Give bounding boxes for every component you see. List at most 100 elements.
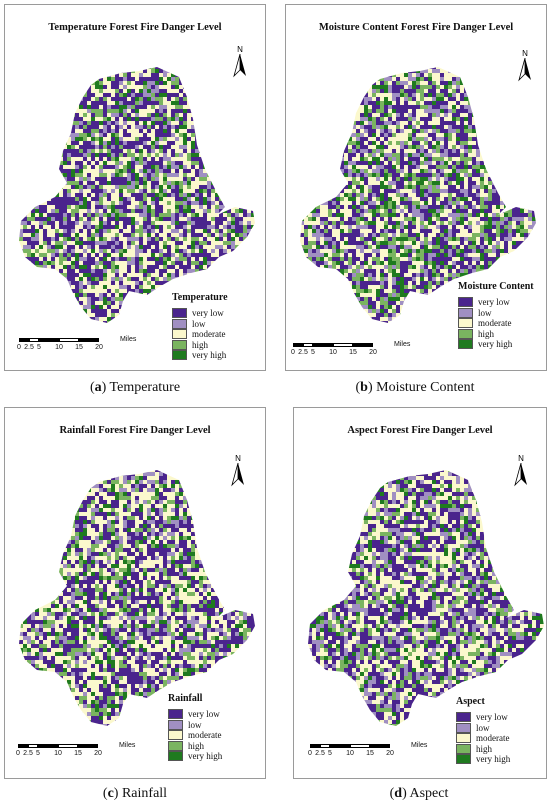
raster-cell (492, 85, 496, 89)
raster-cell (67, 133, 71, 137)
raster-cell (39, 149, 43, 153)
raster-cell (251, 153, 255, 157)
raster-cell (147, 149, 151, 153)
raster-cell (155, 153, 159, 157)
raster-cell (516, 93, 520, 97)
raster-cell (119, 293, 123, 297)
raster-cell (75, 153, 79, 157)
raster-cell (159, 273, 163, 277)
raster-cell (512, 205, 516, 209)
raster-cell (243, 205, 247, 209)
raster-cell (163, 309, 167, 313)
raster-cell (107, 197, 111, 201)
raster-cell (251, 77, 255, 81)
raster-cell (396, 157, 400, 161)
raster-cell (131, 177, 135, 181)
raster-cell (131, 257, 135, 261)
raster-cell (296, 69, 300, 73)
raster-cell (388, 57, 392, 61)
raster-cell (135, 145, 139, 149)
raster-cell (348, 67, 352, 69)
raster-cell (540, 117, 542, 121)
raster-cell (308, 101, 312, 105)
raster-cell (492, 197, 496, 201)
raster-cell (35, 333, 39, 337)
raster-cell (107, 121, 111, 125)
raster-cell (324, 173, 328, 177)
raster-cell (348, 85, 352, 89)
raster-cell (155, 265, 159, 269)
raster-cell (536, 81, 540, 85)
raster-cell (456, 81, 460, 85)
raster-cell (452, 185, 456, 189)
raster-cell (119, 173, 123, 177)
raster-cell (440, 93, 444, 97)
raster-cell (480, 93, 484, 97)
raster-cell (67, 97, 71, 101)
raster-cell (143, 213, 147, 217)
raster-cell (540, 69, 542, 73)
raster-cell (312, 217, 316, 221)
raster-cell (340, 101, 344, 105)
raster-cell (332, 197, 336, 201)
legend-label: high (192, 339, 209, 350)
raster-cell (396, 177, 400, 181)
raster-cell (199, 97, 203, 101)
raster-cell (159, 133, 163, 137)
raster-cell (103, 249, 107, 253)
raster-cell (155, 185, 159, 189)
raster-cell (296, 65, 300, 69)
raster-cell (460, 137, 464, 141)
raster-cell (155, 321, 159, 323)
raster-cell (103, 245, 107, 249)
raster-cell (51, 149, 55, 153)
raster-cell (219, 273, 223, 277)
raster-cell (31, 333, 35, 337)
raster-cell (147, 217, 151, 221)
raster-cell (31, 181, 35, 185)
raster-cell (175, 77, 179, 81)
raster-cell (428, 85, 432, 89)
raster-cell (420, 117, 424, 121)
raster-cell (420, 69, 424, 73)
raster-cell (11, 237, 15, 241)
raster-cell (380, 181, 384, 185)
raster-cell (239, 89, 243, 93)
raster-cell (223, 101, 227, 105)
raster-cell (199, 189, 203, 193)
raster-cell (223, 77, 227, 81)
raster-cell (368, 197, 372, 201)
raster-cell (496, 201, 500, 205)
raster-cell (384, 101, 388, 105)
raster-cell (492, 201, 496, 205)
raster-cell (516, 133, 520, 137)
raster-cell (472, 101, 476, 105)
raster-cell (207, 153, 211, 157)
raster-cell (296, 153, 300, 157)
raster-cell (476, 197, 480, 201)
raster-cell (324, 61, 328, 65)
raster-cell (131, 141, 135, 145)
raster-cell (171, 77, 175, 81)
raster-cell (183, 125, 187, 129)
raster-cell (255, 277, 259, 281)
raster-cell (464, 209, 468, 213)
raster-cell (19, 181, 23, 185)
raster-cell (215, 165, 219, 169)
raster-cell (151, 209, 155, 213)
raster-cell (203, 67, 207, 69)
raster-cell (183, 141, 187, 145)
raster-cell (432, 189, 436, 193)
raster-cell (360, 145, 364, 149)
raster-cell (320, 149, 324, 153)
raster-cell (31, 185, 35, 189)
raster-cell (179, 161, 183, 165)
raster-cell (195, 97, 199, 101)
raster-cell (11, 289, 15, 293)
raster-cell (416, 157, 420, 161)
raster-cell (512, 213, 516, 217)
raster-cell (31, 205, 35, 209)
raster-cell (159, 81, 163, 85)
raster-cell (292, 85, 296, 89)
raster-cell (47, 321, 51, 323)
